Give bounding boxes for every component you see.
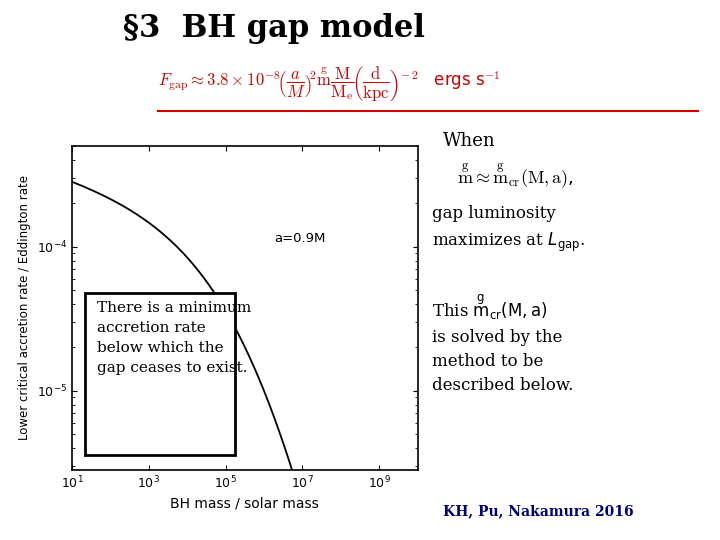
Text: When: When: [443, 132, 495, 150]
Text: gap luminosity
maximizes at $L_{\rm gap}$.: gap luminosity maximizes at $L_{\rm gap}…: [432, 205, 585, 254]
Text: a=0.9M: a=0.9M: [274, 232, 325, 245]
Text: There is a minimum
accretion rate
below which the
gap ceases to exist.: There is a minimum accretion rate below …: [97, 301, 251, 375]
Text: $F_{\rm gap} \approx 3.8\times10^{-8}\!\left(\dfrac{a}{M}\right)^{\!\!2}\overset: $F_{\rm gap} \approx 3.8\times10^{-8}\!\…: [158, 64, 501, 103]
Text: §3  BH gap model: §3 BH gap model: [122, 14, 425, 44]
Bar: [86, 293, 235, 455]
Text: KH, Pu, Nakamura 2016: KH, Pu, Nakamura 2016: [443, 504, 634, 518]
Text: $\overset{\rm g}{m} \approx \overset{\rm g}{m}_{\rm cr}(M,a)$,: $\overset{\rm g}{m} \approx \overset{\rm…: [457, 162, 574, 191]
Text: This $\overset{\rm g}{m}_{\rm cr}(M,a)$
is solved by the
method to be
described : This $\overset{\rm g}{m}_{\rm cr}(M,a)$ …: [432, 292, 573, 394]
Y-axis label: Lower critical accretion rate / Eddington rate: Lower critical accretion rate / Eddingto…: [18, 176, 31, 440]
X-axis label: BH mass / solar mass: BH mass / solar mass: [171, 497, 319, 511]
